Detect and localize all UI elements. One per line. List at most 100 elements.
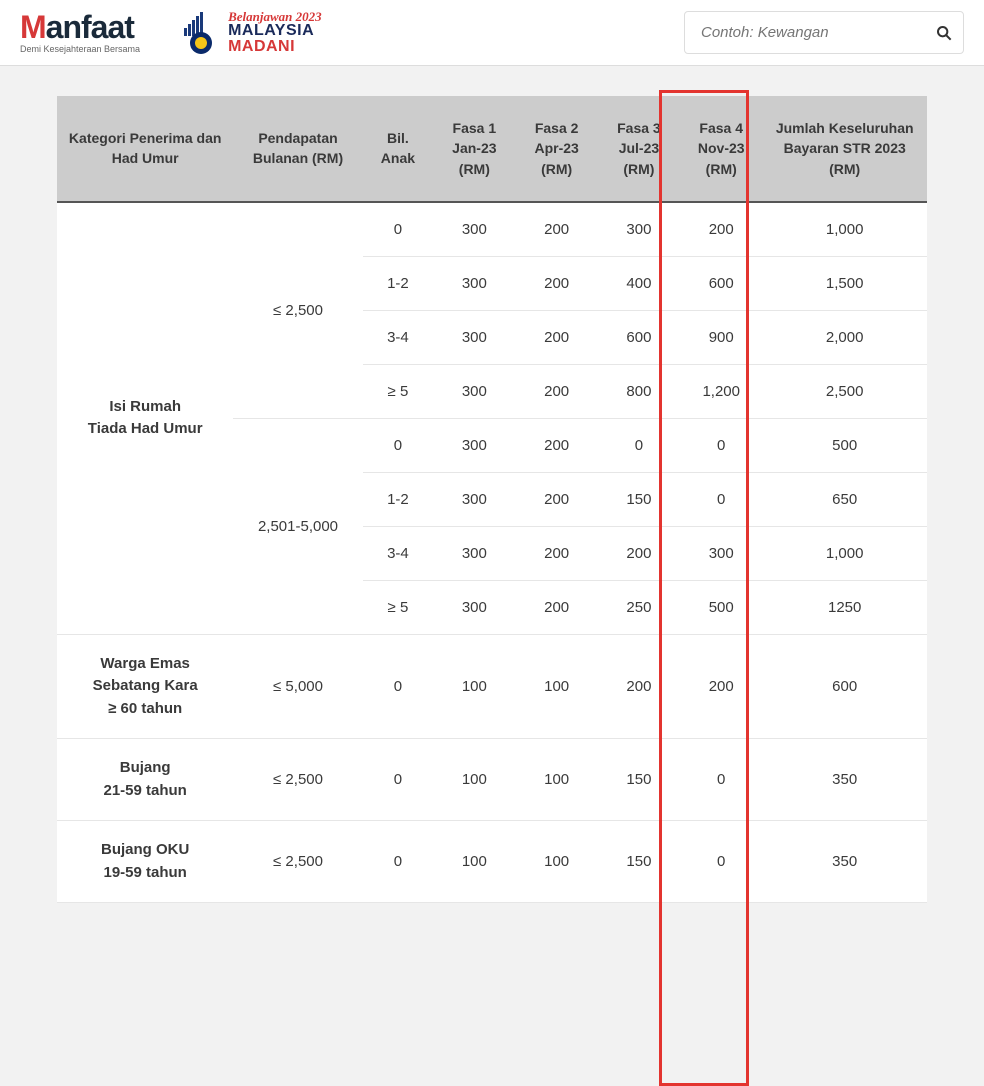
cell-fasa3: 250 [598,580,680,634]
cell-jumlah: 1,000 [762,526,927,580]
cell-fasa1: 300 [433,580,515,634]
cell-jumlah: 350 [762,821,927,903]
cell-fasa4: 0 [680,821,762,903]
cell-kategori: Bujang21-59 tahun [57,739,233,821]
cell-fasa2: 200 [515,256,597,310]
cell-fasa4: 200 [680,202,762,257]
cell-fasa1: 300 [433,364,515,418]
table-row: Bujang21-59 tahun≤ 2,50001001001500350 [57,739,927,821]
cell-pendapatan: 2,501-5,000 [233,418,362,634]
col-pendapatan: Pendapatan Bulanan (RM) [233,96,362,202]
cell-fasa3: 150 [598,821,680,903]
col-kategori: Kategori Penerima dan Had Umur [57,96,233,202]
cell-kategori: Warga Emas Sebatang Kara≥ 60 tahun [57,634,233,739]
cell-fasa1: 100 [433,739,515,821]
cell-fasa4: 0 [680,418,762,472]
cell-fasa4: 600 [680,256,762,310]
search-box [684,11,964,54]
cell-fasa2: 200 [515,526,597,580]
cell-bil-anak: 0 [363,418,434,472]
cell-bil-anak: 1-2 [363,256,434,310]
cell-pendapatan: ≤ 2,500 [233,821,362,903]
cell-bil-anak: 0 [363,634,434,739]
cell-fasa3: 0 [598,418,680,472]
cell-fasa1: 300 [433,202,515,257]
cell-jumlah: 650 [762,472,927,526]
cell-fasa3: 200 [598,526,680,580]
cell-jumlah: 1250 [762,580,927,634]
cell-jumlah: 2,000 [762,310,927,364]
col-fasa-3: Fasa 3 Jul-23 (RM) [598,96,680,202]
manfaat-logo: Manfaat Demi Kesejahteraan Bersama [20,11,140,54]
table-body: Isi RumahTiada Had Umur≤ 2,5000300200300… [57,202,927,903]
main-content: Kategori Penerima dan Had Umur Pendapata… [0,66,984,903]
cell-bil-anak: 0 [363,821,434,903]
cell-fasa1: 300 [433,526,515,580]
cell-fasa1: 300 [433,418,515,472]
cell-fasa3: 800 [598,364,680,418]
cell-fasa1: 100 [433,821,515,903]
cell-pendapatan: ≤ 5,000 [233,634,362,739]
col-fasa-1: Fasa 1 Jan-23 (RM) [433,96,515,202]
search-input[interactable] [684,11,964,54]
cell-bil-anak: 0 [363,739,434,821]
cell-jumlah: 350 [762,739,927,821]
table-row: Bujang OKU19-59 tahun≤ 2,500010010015003… [57,821,927,903]
cell-fasa3: 200 [598,634,680,739]
manfaat-logo-text: Manfaat [20,11,140,43]
cell-fasa1: 300 [433,472,515,526]
cell-fasa1: 300 [433,256,515,310]
madani-line2: MADANI [228,39,322,55]
cell-fasa2: 100 [515,634,597,739]
cell-fasa3: 150 [598,472,680,526]
cell-fasa2: 200 [515,202,597,257]
cell-jumlah: 1,000 [762,202,927,257]
cell-jumlah: 2,500 [762,364,927,418]
cell-fasa3: 600 [598,310,680,364]
table-header: Kategori Penerima dan Had Umur Pendapata… [57,96,927,202]
cell-fasa3: 150 [598,739,680,821]
site-header: Manfaat Demi Kesejahteraan Bersama Belan… [0,0,984,66]
cell-fasa4: 0 [680,472,762,526]
cell-bil-anak: 0 [363,202,434,257]
cell-pendapatan: ≤ 2,500 [233,739,362,821]
cell-fasa4: 1,200 [680,364,762,418]
cell-fasa2: 100 [515,739,597,821]
madani-line1: MALAYSIA [228,23,322,39]
col-bil-anak: Bil. Anak [363,96,434,202]
cell-kategori: Bujang OKU19-59 tahun [57,821,233,903]
cell-bil-anak: ≥ 5 [363,364,434,418]
cell-fasa1: 300 [433,310,515,364]
cell-fasa3: 300 [598,202,680,257]
madani-logo: Belanjawan 2023 MALAYSIA MADANI [180,10,322,55]
manfaat-tagline: Demi Kesejahteraan Bersama [20,45,140,54]
cell-jumlah: 600 [762,634,927,739]
madani-emblem-icon [180,12,222,54]
cell-bil-anak: 3-4 [363,310,434,364]
col-fasa-4: Fasa 4 Nov-23 (RM) [680,96,762,202]
cell-kategori: Isi RumahTiada Had Umur [57,202,233,635]
cell-fasa4: 900 [680,310,762,364]
cell-pendapatan: ≤ 2,500 [233,202,362,419]
cell-fasa4: 300 [680,526,762,580]
cell-jumlah: 500 [762,418,927,472]
cell-bil-anak: 3-4 [363,526,434,580]
cell-fasa3: 400 [598,256,680,310]
cell-fasa4: 500 [680,580,762,634]
cell-bil-anak: ≥ 5 [363,580,434,634]
cell-fasa2: 200 [515,418,597,472]
col-fasa-2: Fasa 2 Apr-23 (RM) [515,96,597,202]
table-wrap: Kategori Penerima dan Had Umur Pendapata… [57,96,927,903]
table-row: Warga Emas Sebatang Kara≥ 60 tahun≤ 5,00… [57,634,927,739]
col-jumlah: Jumlah Keseluruhan Bayaran STR 2023 (RM) [762,96,927,202]
cell-fasa2: 200 [515,580,597,634]
cell-bil-anak: 1-2 [363,472,434,526]
cell-fasa4: 200 [680,634,762,739]
str-payment-table: Kategori Penerima dan Had Umur Pendapata… [57,96,927,903]
cell-fasa2: 200 [515,472,597,526]
cell-fasa2: 200 [515,364,597,418]
cell-fasa1: 100 [433,634,515,739]
cell-jumlah: 1,500 [762,256,927,310]
cell-fasa2: 200 [515,310,597,364]
cell-fasa4: 0 [680,739,762,821]
